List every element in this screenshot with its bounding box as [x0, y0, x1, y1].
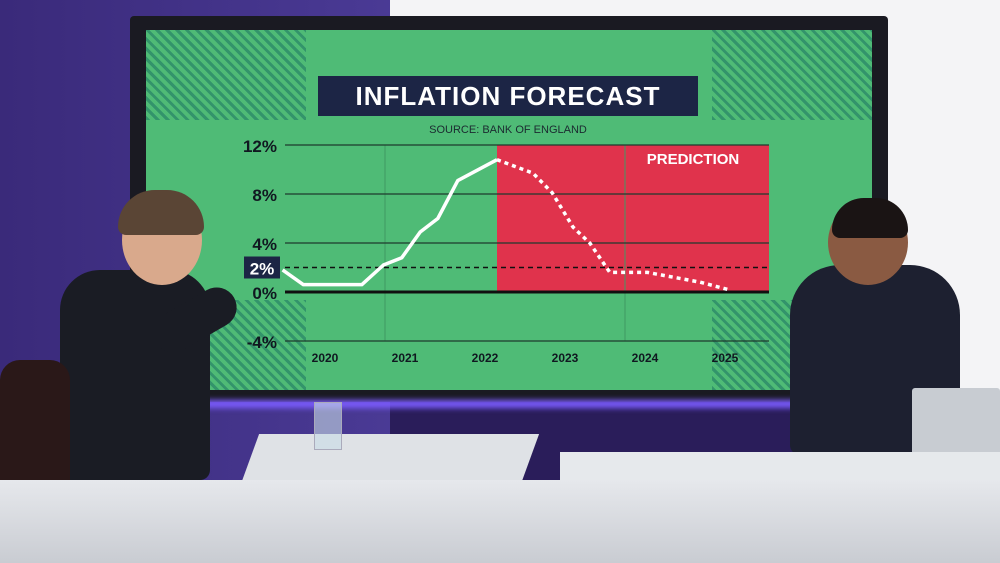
x-tick-label: 2020: [312, 351, 339, 365]
chart-source: SOURCE: BANK OF ENGLAND: [429, 124, 587, 136]
presenter-right-hair: [832, 198, 908, 238]
screen-underglow: [180, 400, 800, 408]
y-tick-label: 0%: [252, 284, 277, 303]
banknote-pattern: [712, 30, 872, 120]
target-label-box: [244, 256, 280, 279]
target-label: 2%: [250, 260, 275, 279]
y-tick-label: 12%: [243, 137, 277, 156]
presenter-left-hair: [118, 190, 204, 235]
y-tick-label: 4%: [252, 235, 277, 254]
y-tick-label: 8%: [252, 186, 277, 205]
x-tick-label: 2024: [632, 351, 659, 365]
chart-title: INFLATION FORECAST: [318, 76, 698, 116]
prediction-region: [497, 145, 769, 292]
x-tick-label: 2021: [392, 351, 419, 365]
x-tick-label: 2025: [712, 351, 739, 365]
desk-surface: [240, 434, 540, 484]
y-tick-label: -4%: [247, 333, 277, 352]
water-glass: [314, 402, 342, 450]
x-tick-label: 2023: [552, 351, 579, 365]
prediction-label: PREDICTION: [647, 151, 740, 168]
x-tick-label: 2022: [472, 351, 499, 365]
actual-line: [281, 158, 498, 287]
desk-front: [0, 480, 1000, 563]
banknote-pattern: [146, 30, 306, 120]
